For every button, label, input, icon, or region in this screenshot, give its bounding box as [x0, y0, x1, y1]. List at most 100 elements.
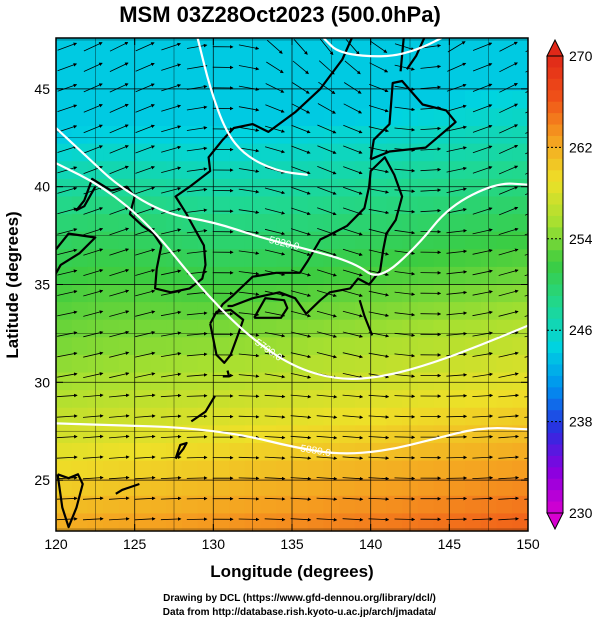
temperature-cell — [71, 478, 89, 497]
wind-arrow — [472, 290, 493, 296]
temperature-cell — [103, 73, 120, 92]
wind-arrow — [83, 351, 104, 358]
temperature-cell — [181, 513, 199, 531]
temperature-cell — [71, 55, 89, 74]
temperature-cell — [386, 126, 403, 145]
temperature-cell — [56, 442, 73, 462]
temperature-cell — [402, 178, 419, 198]
wind-arrow — [108, 414, 130, 418]
temperature-cell — [244, 90, 262, 110]
temperature-cell — [354, 249, 372, 268]
colorbar-segment — [547, 158, 563, 171]
temperature-cell — [417, 478, 435, 497]
temperature-cell — [339, 108, 356, 127]
temperature-cell — [229, 161, 246, 180]
temperature-cell — [87, 38, 104, 57]
wind-arrow — [394, 168, 416, 173]
temperature-cell — [449, 442, 466, 462]
temperature-cell — [134, 55, 151, 74]
wind-arrow — [317, 207, 337, 216]
temperature-cell — [71, 319, 89, 338]
temperature-cell — [465, 337, 482, 356]
temperature-cell — [496, 55, 513, 74]
temperature-cell — [276, 196, 293, 215]
footer-credits: Drawing by DCL (https://www.gfd-dennou.o… — [0, 592, 599, 620]
wind-arrow — [394, 271, 416, 276]
wind-arrow — [83, 145, 103, 154]
temperature-cell — [402, 302, 419, 321]
wind-arrow — [290, 248, 311, 256]
wind-arrow — [343, 82, 362, 94]
wind-arrow — [83, 330, 104, 338]
temperature-cell — [134, 38, 151, 57]
colorbar-segment — [547, 238, 563, 251]
temperature-cell — [386, 231, 403, 250]
temperature-cell — [87, 337, 104, 356]
wind-arrow — [343, 124, 363, 134]
temperature-cell — [433, 161, 450, 180]
wind-arrow — [498, 372, 519, 378]
temperature-cell — [339, 513, 356, 531]
temperature-cell — [87, 460, 104, 479]
wind-arrow — [135, 351, 156, 358]
colorbar-segment — [547, 101, 563, 114]
wind-arrow — [109, 248, 130, 256]
temperature-cell — [417, 249, 435, 268]
wind-arrow — [135, 269, 156, 276]
temperature-cell — [213, 319, 230, 338]
temperature-cell — [402, 425, 419, 444]
colorbar-segment — [547, 204, 563, 217]
wind-arrow — [345, 39, 360, 55]
wind-arrow — [446, 83, 467, 92]
temperature-cell — [181, 460, 199, 479]
wind-arrow — [186, 146, 208, 152]
colorbar-tick-label: 254 — [569, 231, 593, 247]
temperature-cell — [292, 425, 309, 444]
temperature-cell — [307, 513, 325, 531]
temperature-cell — [480, 460, 498, 479]
wind-arrow — [290, 394, 312, 399]
wind-arrow — [160, 517, 182, 521]
y-axis-title: Latitude (degrees) — [3, 211, 22, 358]
colorbar-segment — [547, 56, 563, 69]
temperature-cell — [323, 266, 340, 286]
wind-arrow — [82, 496, 104, 501]
temperature-cell — [150, 73, 167, 92]
temperature-cell — [370, 513, 387, 531]
temperature-cell — [323, 319, 340, 338]
temperature-cell — [276, 460, 293, 479]
temperature-cell — [417, 73, 435, 92]
wind-arrow — [292, 60, 309, 75]
temperature-cell — [370, 425, 387, 444]
temperature-cell — [213, 390, 230, 409]
temperature-cell — [166, 214, 183, 233]
temperature-cell — [512, 73, 528, 92]
temperature-cell — [118, 460, 136, 479]
temperature-cell — [465, 354, 482, 374]
wind-arrow — [186, 187, 208, 193]
wind-arrow — [368, 249, 390, 256]
temperature-cell — [417, 231, 435, 250]
wind-arrow — [161, 187, 182, 194]
colorbar-segment — [547, 124, 563, 137]
temperature-cell — [480, 390, 498, 409]
wind-arrow — [264, 476, 286, 481]
temperature-cell — [354, 354, 372, 374]
wind-arrow — [56, 393, 78, 398]
temperature-cell — [465, 302, 482, 321]
wind-arrow — [186, 126, 208, 131]
wind-arrow — [238, 517, 260, 522]
temperature-cell — [103, 425, 120, 444]
wind-arrow — [499, 124, 519, 134]
temperature-cell — [465, 495, 482, 514]
wind-arrow — [135, 42, 155, 52]
wind-arrow — [238, 85, 260, 91]
temperature-cell — [402, 214, 419, 233]
wind-arrow — [238, 250, 260, 255]
wind-arrow — [368, 435, 390, 440]
wind-arrow — [498, 310, 519, 317]
temperature-cell — [292, 337, 309, 356]
contour-line — [56, 422, 528, 455]
wind-arrow — [186, 476, 208, 480]
temperature-cell — [276, 478, 293, 497]
